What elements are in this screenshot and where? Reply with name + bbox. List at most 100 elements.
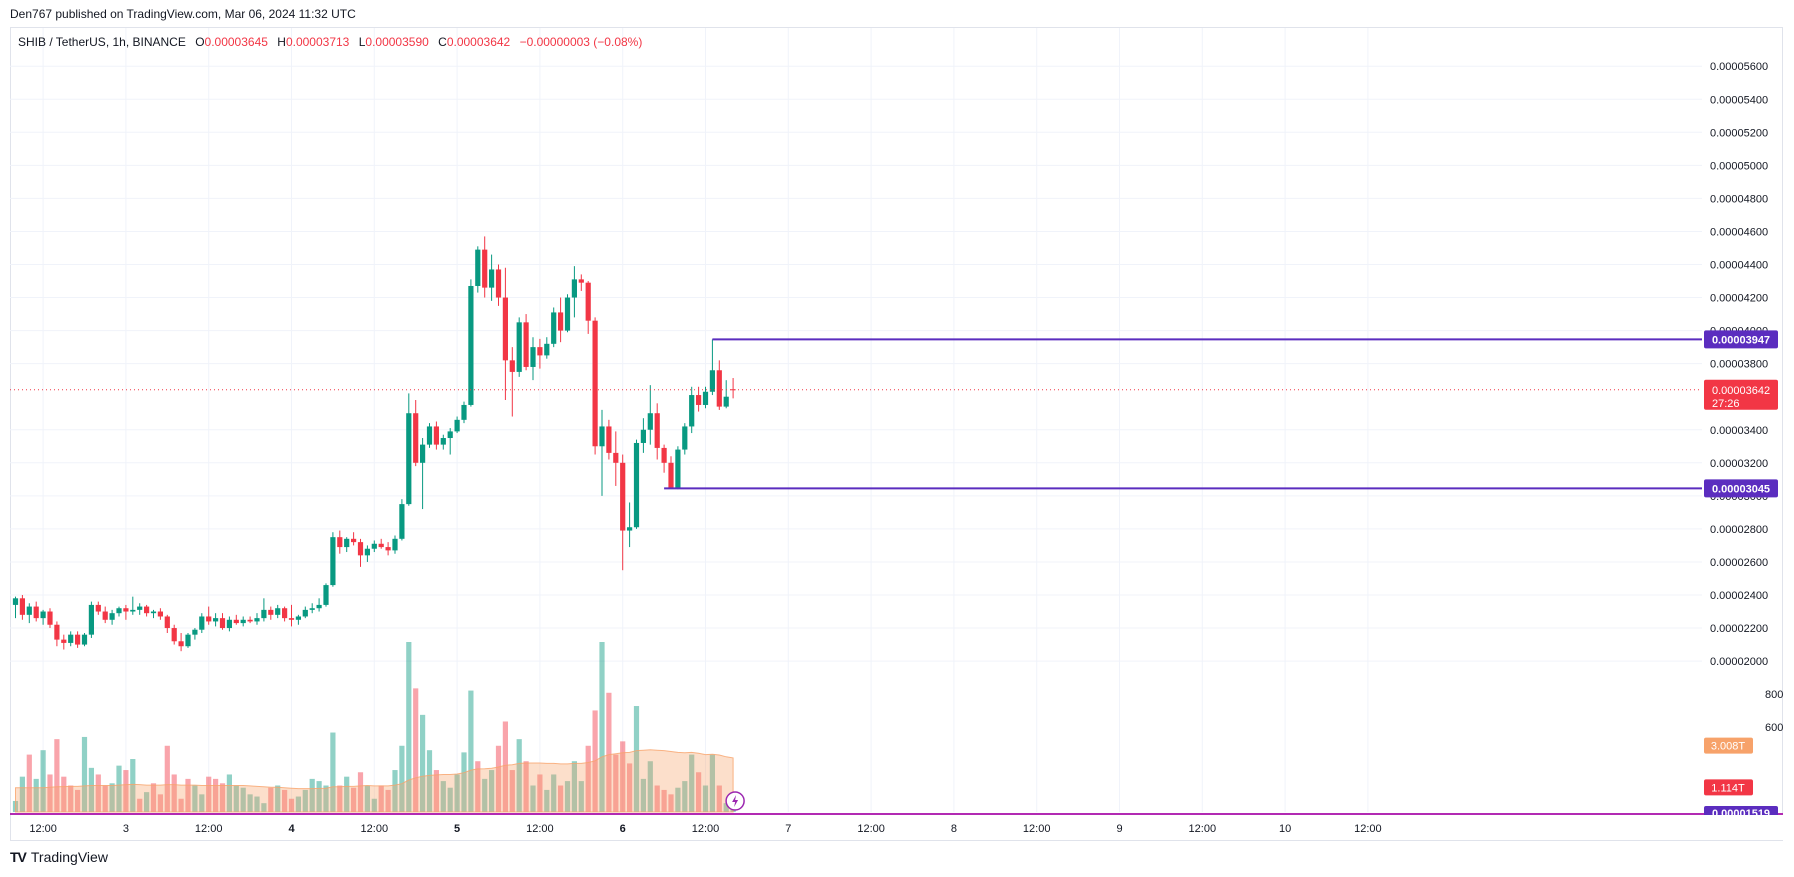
x-tick-label: 12:00 — [1023, 823, 1051, 835]
volume-bar — [675, 787, 681, 812]
volume-bar — [178, 798, 184, 812]
candle-body — [206, 616, 212, 622]
volume-bar — [213, 778, 219, 812]
volume-bar — [240, 787, 246, 812]
volume-bar — [599, 642, 605, 812]
volume-bar — [157, 794, 163, 812]
candle-body — [578, 279, 584, 283]
y-tick-label: 0.00004400 — [1710, 260, 1768, 272]
volume-bar — [647, 761, 653, 812]
candle-body — [551, 312, 557, 344]
volume-bar — [95, 774, 101, 812]
volume-bar — [247, 794, 253, 812]
candle-body — [192, 629, 198, 635]
candle-body — [95, 604, 101, 612]
candle-body — [261, 609, 267, 619]
candle-body — [254, 618, 260, 622]
legend-symbol[interactable]: SHIB / TetherUS, 1h, BINANCE — [18, 35, 186, 49]
volume-bar — [288, 798, 295, 812]
candle-body — [371, 543, 377, 549]
candle-body — [102, 611, 108, 620]
candle-body — [682, 426, 688, 450]
volume-bar — [137, 798, 143, 812]
volume-bar — [489, 770, 495, 812]
volume-bar — [468, 690, 474, 812]
volume-bar — [406, 642, 412, 812]
candle-body — [88, 604, 94, 635]
volume-bar — [571, 761, 577, 812]
y-tick-label: 0.00002400 — [1710, 590, 1768, 602]
candle-body — [219, 618, 226, 629]
candle-body — [516, 322, 522, 372]
volume-bar — [399, 745, 405, 812]
grid — [10, 28, 1783, 815]
candle-body — [185, 634, 191, 647]
x-tick-label: 12:00 — [195, 823, 223, 835]
x-tick-label: 12:00 — [526, 823, 554, 835]
volume-bar — [696, 772, 702, 812]
y-tick-label: 0.00002200 — [1710, 623, 1768, 635]
level-lines[interactable] — [10, 338, 1702, 490]
candle-body — [123, 608, 129, 612]
y-tick-label: 0.00004600 — [1710, 226, 1768, 238]
legend-high-value: 0.00003713 — [285, 35, 350, 49]
volume-bar — [61, 776, 67, 812]
candle-body — [392, 538, 398, 551]
volume-bar — [261, 803, 267, 812]
volume-bar — [116, 765, 122, 812]
y-tick-label: 0.00005000 — [1710, 160, 1768, 172]
volume-bar — [337, 785, 343, 812]
volume-bar — [54, 739, 60, 812]
volume-bar — [433, 770, 439, 812]
candle-body — [420, 444, 426, 463]
y-tick-label: 0.00002000 — [1710, 656, 1768, 668]
volume-bar — [620, 741, 626, 812]
candle-body — [61, 639, 67, 643]
volume-bar — [171, 774, 177, 812]
candle-body — [571, 279, 577, 298]
candle-body — [606, 426, 612, 453]
volume-bar — [537, 774, 543, 812]
candle-body — [323, 585, 329, 605]
candle-body — [81, 634, 88, 645]
candle-body — [199, 616, 205, 630]
volume-bar — [558, 785, 564, 812]
candle-body — [399, 504, 405, 539]
volume-bar — [330, 732, 336, 812]
volume-bar — [689, 754, 695, 812]
candle-body — [275, 608, 281, 615]
time-axis[interactable]: 12:00 3 12:00 4 12:00 5 12:00 6 12:00 7 12:00 8 12:0… — [29, 823, 1381, 835]
volume-bar — [716, 785, 722, 812]
candle-body — [75, 634, 81, 645]
volume-bar — [564, 781, 571, 812]
volume-bar — [461, 752, 467, 812]
volume-bar — [454, 774, 460, 812]
volume-bar — [551, 774, 557, 812]
candle-body — [730, 389, 736, 391]
candle-body — [157, 611, 163, 617]
volume-bar — [709, 754, 715, 812]
candle-body — [54, 624, 60, 640]
volume-value-label: 1.114T — [1711, 782, 1745, 794]
volume-bar — [199, 794, 205, 812]
axis-mask — [1700, 815, 1790, 840]
volume-bar — [268, 787, 274, 812]
candle-body — [558, 312, 564, 331]
x-tick-label: 9 — [1116, 823, 1122, 835]
candle-body — [468, 285, 474, 405]
volume-bar — [509, 770, 515, 812]
volume-bar — [40, 750, 46, 812]
candle-body — [295, 616, 301, 620]
volume-bar — [516, 739, 522, 812]
y-tick-label: 0.00004200 — [1710, 293, 1768, 305]
volume-bar — [371, 798, 377, 812]
volume-bar — [475, 761, 481, 812]
tradingview-logo-icon: TV — [10, 849, 27, 865]
y-tick-label: 0.00005600 — [1710, 61, 1768, 73]
candle-body — [675, 449, 681, 488]
candle-body — [647, 413, 653, 430]
volume-bar — [392, 770, 398, 812]
price-axis[interactable]: 0.00005600 0.00005400 0.00005200 0.00005000… — [1710, 61, 1783, 734]
legend-close-value: 0.00003642 — [446, 35, 511, 49]
